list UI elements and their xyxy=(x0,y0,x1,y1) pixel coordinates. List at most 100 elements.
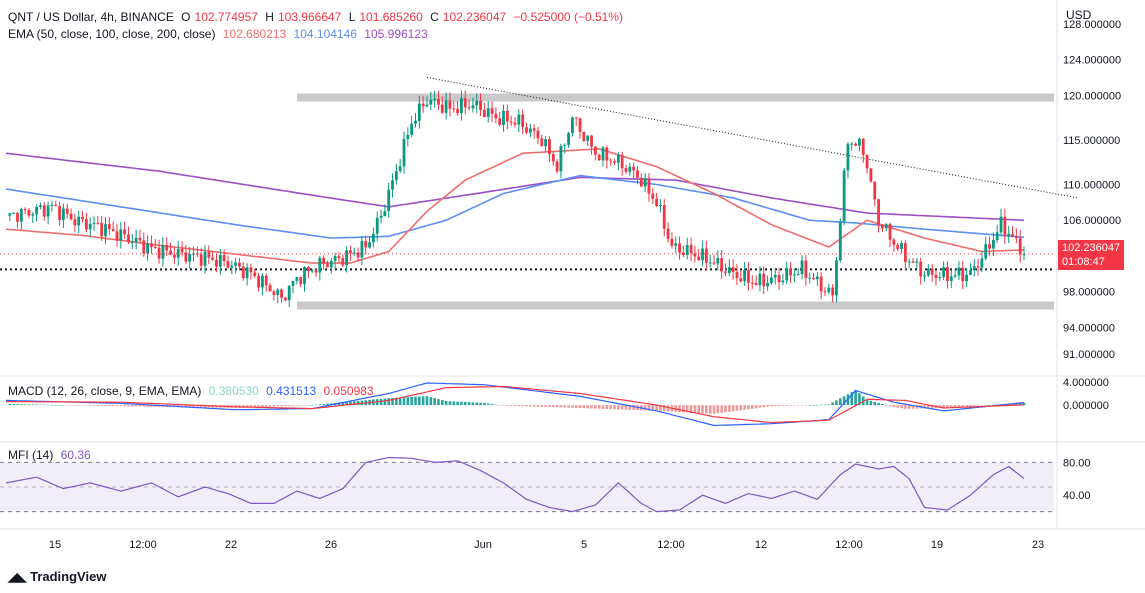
candle-body xyxy=(930,268,934,275)
macd-histogram-bar xyxy=(739,405,743,411)
candle-body xyxy=(716,258,720,264)
macd-histogram-bar xyxy=(115,405,119,407)
time-tick-label: 23 xyxy=(1032,539,1044,551)
macd-histogram-bar xyxy=(555,405,559,408)
macd-histogram-bar xyxy=(517,405,521,407)
candle-body xyxy=(23,208,27,211)
candle-body xyxy=(115,231,119,241)
candle-body xyxy=(356,252,360,258)
candle-body xyxy=(283,297,287,301)
candle-body xyxy=(84,219,88,230)
mfi-value: 60.36 xyxy=(60,448,91,462)
bar-countdown: 01:08:47 xyxy=(1062,256,1105,268)
macd-histogram-bar xyxy=(127,405,130,407)
macd-histogram-bar xyxy=(50,404,54,406)
last-price: 102.236047 xyxy=(1062,242,1121,254)
macd-histogram-bar xyxy=(463,401,467,406)
macd-histogram-bar xyxy=(705,405,708,414)
macd-histogram-bar xyxy=(513,405,517,407)
candle-body xyxy=(318,257,322,273)
candle-body xyxy=(498,118,502,125)
candle-body xyxy=(46,205,50,217)
candle-body xyxy=(253,272,257,276)
macd-histogram-bar xyxy=(904,405,907,409)
macd-histogram-bar xyxy=(475,402,479,406)
candle-body xyxy=(685,244,689,256)
candle-body xyxy=(720,258,724,272)
macd-histogram-bar xyxy=(180,405,184,408)
price-tick-label: 120.000000 xyxy=(1063,90,1121,102)
candle-body xyxy=(961,267,965,282)
macd-histogram-bar xyxy=(544,405,547,407)
macd-histogram-bar xyxy=(697,405,700,414)
candle-body xyxy=(999,216,1003,233)
candle-body xyxy=(957,267,961,276)
candle-body xyxy=(743,269,747,282)
candle-body xyxy=(548,139,551,155)
macd-histogram-bar xyxy=(708,405,712,414)
macd-histogram-bar xyxy=(701,405,704,414)
candle-body xyxy=(777,274,781,283)
candle-body xyxy=(226,260,230,268)
ema-label: EMA (50, close, 100, close, 200, close) xyxy=(8,27,216,41)
candle-body xyxy=(593,146,597,155)
macd-histogram-bar xyxy=(39,404,42,406)
mfi-line xyxy=(5,456,1025,513)
candle-body xyxy=(172,254,176,258)
descending-trendline xyxy=(426,76,1078,199)
macd-histogram-bar xyxy=(437,399,440,406)
macd-histogram-bar xyxy=(617,405,620,410)
candle-body xyxy=(502,110,505,125)
candle-body xyxy=(559,145,563,172)
candle-body xyxy=(926,268,930,276)
close-value: 102.236047 xyxy=(442,10,507,24)
low-label: L xyxy=(348,10,356,24)
macd-histogram-bar xyxy=(123,405,126,407)
candle-body xyxy=(678,243,681,253)
candle-body xyxy=(735,272,739,279)
candle-body xyxy=(314,270,318,273)
macd-histogram-bar xyxy=(42,404,46,406)
macd-histogram-bar xyxy=(724,405,727,413)
candle-body xyxy=(750,282,754,284)
macd-histogram-bar xyxy=(35,404,38,406)
macd-histogram-bar xyxy=(662,405,666,412)
macd-histogram-bar xyxy=(318,404,322,406)
macd-histogram-bar xyxy=(257,405,260,408)
candle-body xyxy=(104,224,107,237)
candle-body xyxy=(540,138,544,147)
macd-histogram-bar xyxy=(854,390,857,406)
macd-histogram-bar xyxy=(525,405,528,407)
macd-histogram-bar xyxy=(142,405,146,407)
candle-body xyxy=(892,239,896,245)
macd-histogram-bar xyxy=(96,405,100,406)
price-tick-label: 91.000000 xyxy=(1063,349,1115,361)
candle-body xyxy=(766,282,769,287)
macd-histogram-bar xyxy=(643,405,647,411)
macd-histogram-bar xyxy=(731,405,735,412)
candle-body xyxy=(69,213,73,220)
candle-body xyxy=(169,250,172,255)
macd-histogram-bar xyxy=(506,405,509,406)
macd-histogram-bar xyxy=(196,405,199,408)
candle-body xyxy=(398,166,402,172)
candle-body xyxy=(995,232,999,241)
macd-histogram-bar xyxy=(647,405,651,411)
candle-body xyxy=(949,276,953,281)
candle-body xyxy=(364,241,368,248)
macd-histogram-bar xyxy=(762,405,766,408)
macd-histogram-bar xyxy=(720,405,723,413)
macd-histogram-bar xyxy=(280,405,283,407)
macd-histogram-bar xyxy=(957,405,961,408)
candle-body xyxy=(341,258,345,266)
candle-body xyxy=(704,248,708,263)
macd-histogram-bar xyxy=(391,397,394,406)
ema50-value: 102.680213 xyxy=(222,27,287,41)
candle-body xyxy=(165,244,169,251)
candle-body xyxy=(203,251,207,266)
macd-histogram-bar xyxy=(808,405,811,406)
candle-body xyxy=(77,216,81,226)
candle-body xyxy=(624,168,628,172)
candle-body xyxy=(73,219,77,226)
